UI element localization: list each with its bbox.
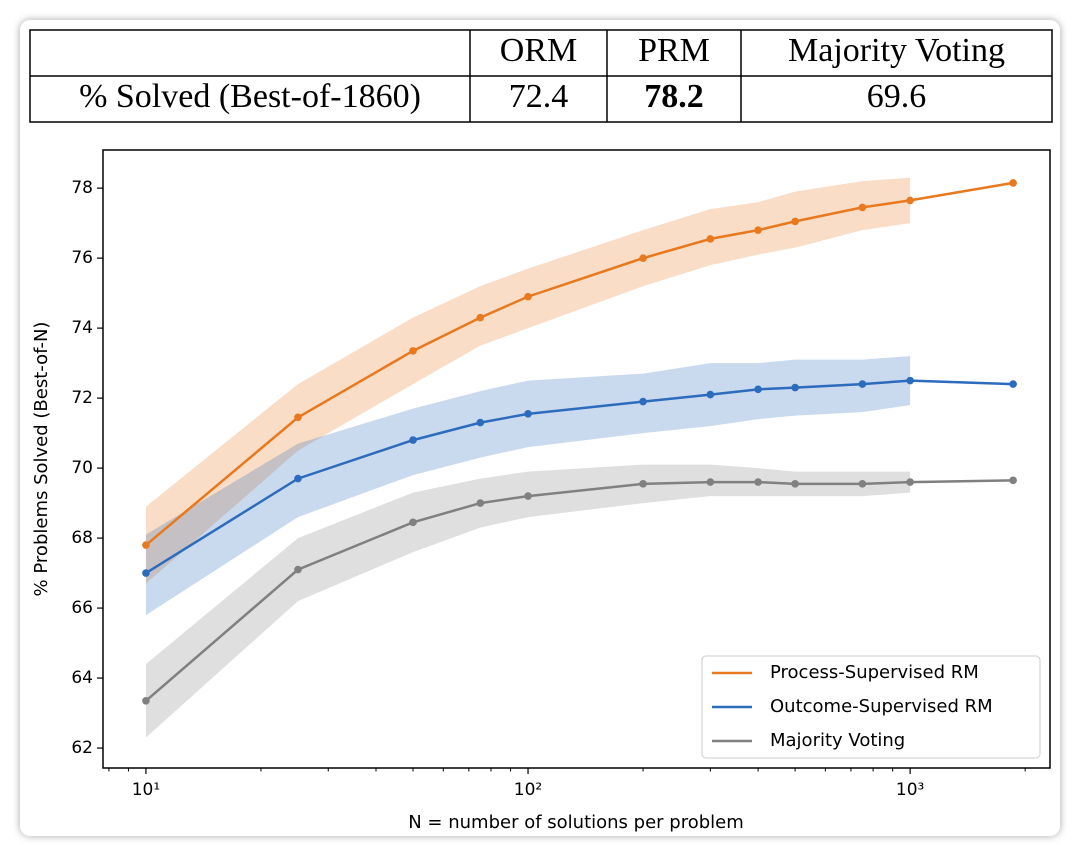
data-point — [524, 292, 532, 301]
data-point — [294, 565, 302, 574]
series-line — [145, 181, 1014, 547]
data-point — [142, 697, 150, 705]
plot-frame — [102, 149, 1051, 769]
data-point — [1009, 179, 1017, 187]
confidence-band — [145, 356, 911, 616]
y-axis-label: % Problems Solved (Best-of-N) — [31, 322, 52, 597]
column-header: ORM — [500, 32, 577, 69]
data-point — [706, 235, 715, 243]
confidence-band — [145, 177, 911, 584]
y-tick-label: 62 — [71, 738, 93, 758]
data-point — [142, 569, 150, 577]
series-line — [145, 479, 1014, 702]
data-point — [906, 478, 914, 486]
data-point — [1009, 380, 1017, 388]
data-point — [409, 518, 417, 527]
data-point — [706, 390, 715, 399]
data-point — [754, 226, 762, 234]
y-tick-label: 76 — [71, 248, 93, 268]
data-point — [858, 480, 867, 488]
data-point — [906, 376, 914, 385]
series-line — [145, 379, 1014, 575]
data-point — [1009, 476, 1017, 485]
y-tick-label: 78 — [71, 178, 93, 198]
data-point — [294, 474, 302, 483]
y-tick-label: 72 — [71, 388, 93, 408]
data-point — [639, 397, 647, 406]
y-tick-label: 66 — [71, 598, 93, 618]
confidence-band — [145, 464, 911, 738]
table-value: 69.6 — [867, 78, 927, 115]
column-header: Majority Voting — [788, 32, 1005, 69]
data-point — [524, 410, 532, 418]
data-point — [791, 383, 799, 392]
table-value: 78.2 — [644, 78, 704, 115]
legend-label: Process-Supervised RM — [770, 662, 979, 683]
data-point — [476, 313, 485, 322]
data-point — [858, 203, 867, 212]
data-point — [524, 492, 532, 500]
data-point — [409, 436, 417, 444]
y-tick-label: 70 — [71, 458, 93, 478]
data-point — [754, 385, 762, 394]
data-point — [906, 196, 914, 205]
x-axis-label: N = number of solutions per problem — [408, 812, 744, 833]
row-label: % Solved (Best-of-1860) — [79, 78, 421, 115]
data-point — [791, 217, 799, 226]
x-tick-label: 10³ — [896, 780, 924, 800]
legend-label: Majority Voting — [770, 730, 905, 751]
y-tick-label: 64 — [71, 668, 93, 688]
table-value: 72.4 — [509, 78, 569, 115]
data-point — [476, 418, 485, 427]
x-tick-label: 10¹ — [132, 780, 160, 800]
y-tick-label: 68 — [71, 528, 93, 548]
y-tick-label: 74 — [71, 318, 93, 338]
data-point — [639, 254, 647, 262]
data-point — [754, 478, 762, 486]
data-point — [476, 499, 485, 507]
legend-label: Outcome-Supervised RM — [770, 696, 993, 717]
data-point — [409, 347, 417, 355]
column-header: PRM — [638, 32, 710, 69]
data-point — [858, 380, 867, 388]
data-point — [639, 480, 647, 488]
legend-box — [701, 655, 1041, 759]
data-point — [142, 541, 150, 549]
data-point — [706, 478, 715, 486]
x-tick-label: 10² — [514, 780, 542, 800]
data-point — [294, 413, 302, 422]
data-point — [791, 480, 799, 488]
